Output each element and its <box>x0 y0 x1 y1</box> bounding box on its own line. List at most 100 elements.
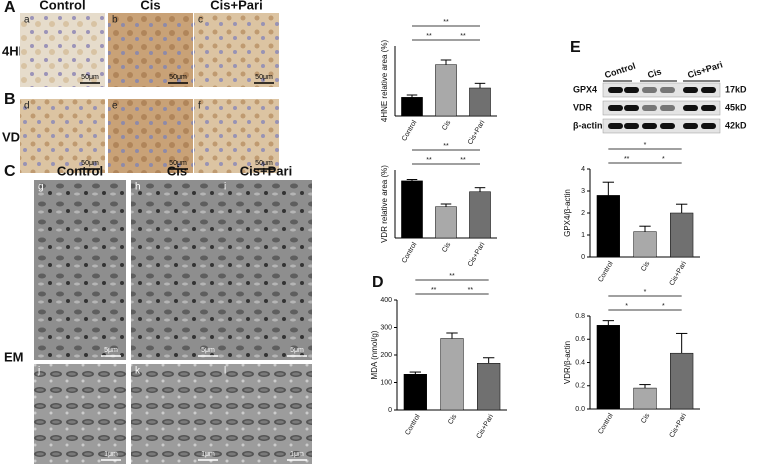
panel-letter: a <box>24 15 30 26</box>
significance-label: ** <box>460 33 466 40</box>
x-tick-label: Control <box>401 241 419 264</box>
panel-letter: h <box>135 182 141 193</box>
micrograph <box>34 180 126 360</box>
bar <box>670 352 694 410</box>
significance-label: ** <box>426 157 432 164</box>
significance-label: ** <box>443 143 449 150</box>
band <box>683 87 698 93</box>
scale-text: 50μm <box>81 74 99 81</box>
significance-label: ** <box>449 273 455 280</box>
x-tick-label: Cis <box>640 260 651 273</box>
panel-letter: b <box>112 15 118 26</box>
scale-text: 50μm <box>169 160 187 167</box>
column-header: Cis <box>140 0 160 12</box>
scale-text: 5μm <box>104 347 118 354</box>
panel-letter: d <box>24 101 30 112</box>
panel-letter: l <box>224 366 226 377</box>
significance-label: * <box>662 303 665 310</box>
bar <box>401 180 423 239</box>
micrograph <box>131 364 223 464</box>
y-tick-label: 0.0 <box>575 406 585 413</box>
band <box>642 105 657 111</box>
band <box>624 87 639 93</box>
significance-label: ** <box>460 157 466 164</box>
column-header: Cis+Pari <box>240 163 292 178</box>
scale-text: 1μm <box>201 451 215 458</box>
x-tick-label: Control <box>404 413 422 436</box>
bar <box>633 231 657 258</box>
scale-text: 1μm <box>104 451 118 458</box>
micrograph <box>108 13 193 87</box>
panel-label: B <box>4 91 16 108</box>
band <box>624 123 639 129</box>
x-tick-label: Control <box>401 119 419 142</box>
band <box>683 123 698 129</box>
x-tick-label: Cis <box>441 119 452 132</box>
x-tick-label: Cis <box>640 412 651 425</box>
significance-label: ** <box>468 287 474 294</box>
bar <box>633 387 657 410</box>
x-tick-label: Cis+Pari <box>467 119 487 146</box>
micrograph <box>220 180 312 360</box>
scale-text: 50μm <box>81 160 99 167</box>
band <box>701 87 716 93</box>
micrograph <box>34 364 126 464</box>
significance-label: ** <box>426 33 432 40</box>
x-tick-label: Cis+Pari <box>669 412 689 439</box>
y-tick-label: 0 <box>388 407 392 414</box>
scale-text: 1μm <box>290 451 304 458</box>
micrograph <box>131 180 223 360</box>
panel-label: A <box>4 0 16 16</box>
x-tick-label: Cis+Pari <box>476 413 496 440</box>
panel-letter: g <box>38 182 44 193</box>
band <box>608 105 623 111</box>
y-tick-label: 200 <box>380 352 392 359</box>
micrograph <box>20 99 105 173</box>
y-axis-label: VDR relative area (%) <box>380 165 389 243</box>
significance-label: ** <box>624 156 630 163</box>
y-axis-label: VDR/β-actin <box>563 341 572 384</box>
y-tick-label: 0.6 <box>575 336 585 343</box>
x-tick-label: Cis+Pari <box>669 260 689 287</box>
y-tick-label: 1 <box>581 232 585 239</box>
panel-label: E <box>570 39 581 56</box>
micrograph <box>108 99 193 173</box>
blot-header: Cis <box>646 66 662 80</box>
band <box>660 123 675 129</box>
bar <box>477 363 501 411</box>
column-header: Control <box>39 0 85 12</box>
y-axis-label: MDA (nmol/g) <box>370 330 379 379</box>
y-tick-label: 300 <box>380 324 392 331</box>
bar <box>469 87 491 117</box>
band-size: 17kD <box>725 84 747 94</box>
blot-header: Cis+Pari <box>686 59 724 80</box>
bar <box>440 338 464 411</box>
bar <box>670 212 694 258</box>
significance-label: * <box>625 303 628 310</box>
x-tick-label: Control <box>597 412 615 435</box>
scale-text: 50μm <box>169 74 187 81</box>
panel-label: D <box>372 274 384 291</box>
bar <box>469 191 491 239</box>
column-header: Control <box>57 163 103 178</box>
x-tick-label: Cis <box>441 241 452 254</box>
band <box>701 105 716 111</box>
x-tick-label: Control <box>597 260 615 283</box>
significance-label: * <box>644 289 647 296</box>
y-tick-label: 3 <box>581 188 585 195</box>
y-tick-label: 0 <box>581 254 585 261</box>
y-tick-label: 400 <box>380 297 392 304</box>
panel-letter: e <box>112 101 118 112</box>
bar <box>403 374 427 411</box>
panel-letter: k <box>135 366 141 377</box>
band-name: GPX4 <box>573 84 597 94</box>
scale-text: 5μm <box>201 347 215 354</box>
scale-text: 50μm <box>255 160 273 167</box>
band <box>660 105 675 111</box>
row-label: EM <box>4 349 24 364</box>
micrograph <box>194 13 279 87</box>
y-tick-label: 2 <box>581 210 585 217</box>
band <box>642 123 657 129</box>
